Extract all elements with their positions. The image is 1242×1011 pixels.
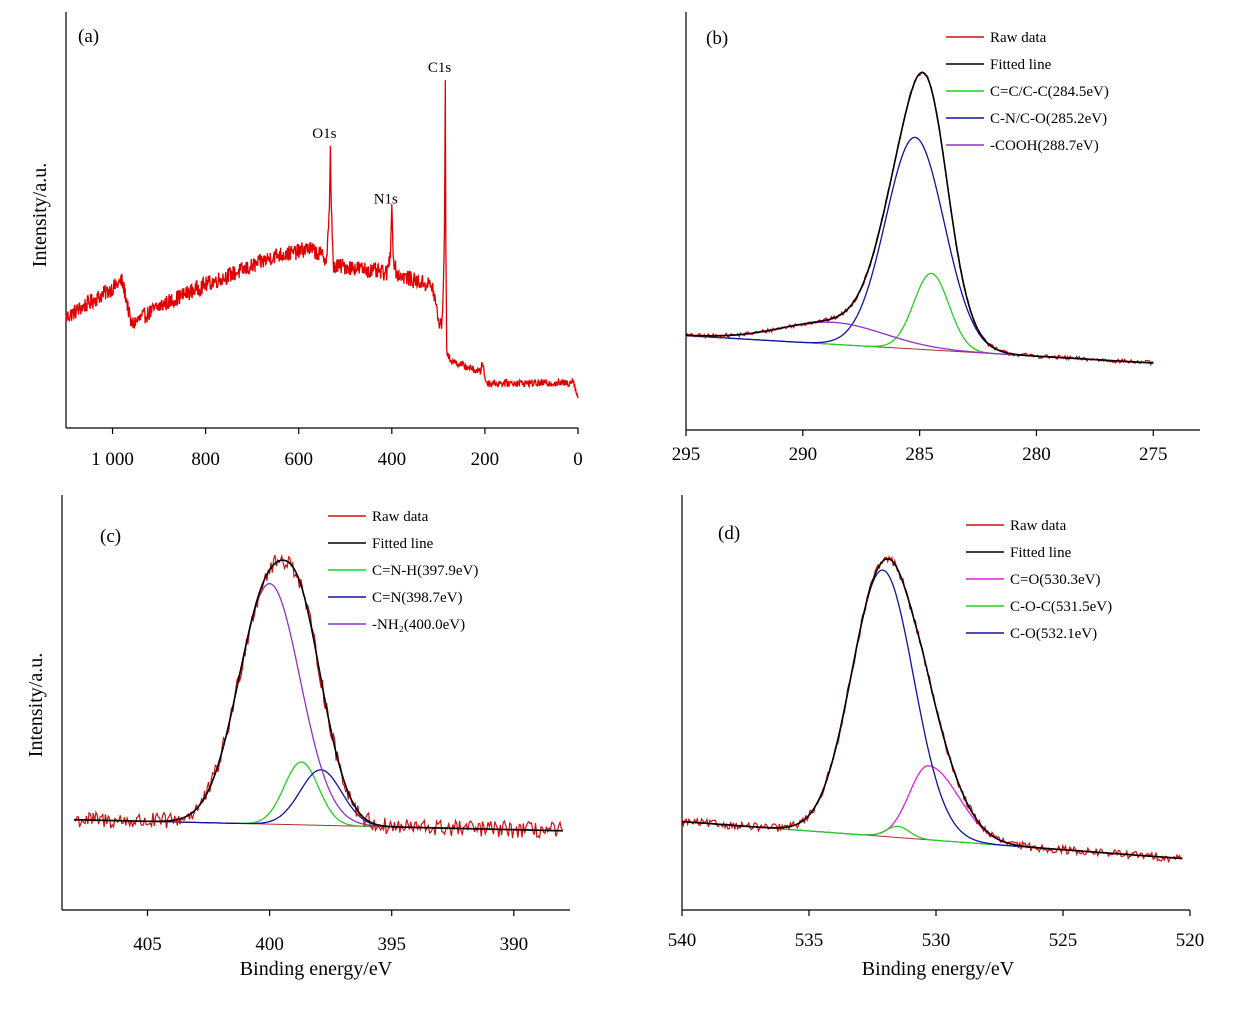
chart-panel-c: 405 400 395 390 Intensity/a.u. Binding energy… — [25, 495, 570, 980]
legend-entry: C-O(532.1eV) — [1010, 626, 1097, 642]
panel-label: (c) — [100, 526, 121, 547]
survey-spectrum-line — [65, 80, 579, 399]
chart-legend: Raw data Fitted line C=C/C-C(284.5eV) C-N/C… — [946, 30, 1109, 154]
x-tick-label: 540 — [668, 930, 697, 951]
peak-label: C1s — [428, 60, 452, 76]
peak-label: O1s — [312, 126, 336, 142]
component-peak-line — [686, 321, 1154, 364]
component-peak-line — [74, 582, 563, 832]
x-tick-label: 1 000 — [91, 449, 134, 470]
y-axis-label: Intensity/a.u. — [25, 653, 47, 757]
x-tick-label: 0 — [573, 449, 583, 470]
x-tick-label: 290 — [789, 444, 818, 465]
panel-label: (b) — [706, 28, 728, 49]
x-tick-label: 800 — [191, 449, 220, 470]
x-axis-label: Binding energy/eV — [862, 958, 1015, 980]
legend-entry: Raw data — [990, 30, 1047, 46]
x-tick-label: 525 — [1049, 930, 1078, 951]
chart-panel-a: 1 000 800 600 400 200 0 Intensity/a.u. (a) O1s N1… — [29, 12, 583, 470]
x-tick-label: 530 — [922, 930, 951, 951]
fitted-line — [681, 557, 1183, 860]
legend-entry: C=C/C-C(284.5eV) — [990, 84, 1109, 100]
x-tick-label: 405 — [133, 934, 162, 955]
peak-label: N1s — [374, 192, 398, 208]
fitted-line — [74, 559, 563, 832]
x-axis-label: Binding energy/eV — [240, 958, 393, 980]
chart-legend: Raw data Fitted line C=N-H(397.9eV) C=N(398… — [328, 509, 478, 633]
x-tick-label: 285 — [905, 444, 934, 465]
legend-entry: C=N-H(397.9eV) — [372, 563, 478, 579]
legend-entry: C=N(398.7eV) — [372, 590, 463, 606]
y-axis-label: Intensity/a.u. — [29, 163, 51, 267]
panel-label: (d) — [718, 523, 740, 544]
x-tick-label: 200 — [471, 449, 500, 470]
x-tick-label: 600 — [284, 449, 313, 470]
x-tick-label: 395 — [377, 934, 406, 955]
legend-entry: C-N/C-O(285.2eV) — [990, 111, 1107, 127]
panel-label: (a) — [78, 26, 99, 47]
legend-entry: Raw data — [372, 509, 429, 525]
component-peak-line — [681, 765, 1183, 860]
legend-entry: Fitted line — [372, 536, 434, 552]
x-tick-label: 280 — [1022, 444, 1051, 465]
legend-entry: Fitted line — [1010, 545, 1072, 561]
x-tick-label: 400 — [378, 449, 407, 470]
x-tick-label: 295 — [672, 444, 701, 465]
x-tick-label: 390 — [500, 934, 529, 955]
chart-panel-b: 295 290 285 280 275 (b) Raw data Fitted line C=C… — [672, 12, 1200, 465]
legend-entry: Raw data — [1010, 518, 1067, 534]
x-tick-label: 535 — [795, 930, 824, 951]
x-tick-label: 400 — [255, 934, 284, 955]
legend-entry: -COOH(288.7eV) — [990, 138, 1099, 154]
component-peak-line — [74, 761, 563, 832]
chart-panel-d: 540 535 530 525 520 Binding energy/eV (d) Raw d… — [668, 495, 1205, 980]
fitted-line — [686, 71, 1154, 364]
legend-entry: C-O-C(531.5eV) — [1010, 599, 1112, 615]
x-tick-label: 275 — [1139, 444, 1168, 465]
legend-entry: Fitted line — [990, 57, 1052, 73]
x-tick-label: 520 — [1176, 930, 1205, 951]
component-peak-line — [685, 136, 1154, 364]
chart-legend: Raw data Fitted line C=O(530.3eV) C-O-C(531… — [966, 518, 1112, 642]
legend-entry: C=O(530.3eV) — [1010, 572, 1101, 588]
raw-data-line — [73, 553, 564, 840]
legend-entry: -NH₂(400.0eV) — [372, 617, 465, 633]
